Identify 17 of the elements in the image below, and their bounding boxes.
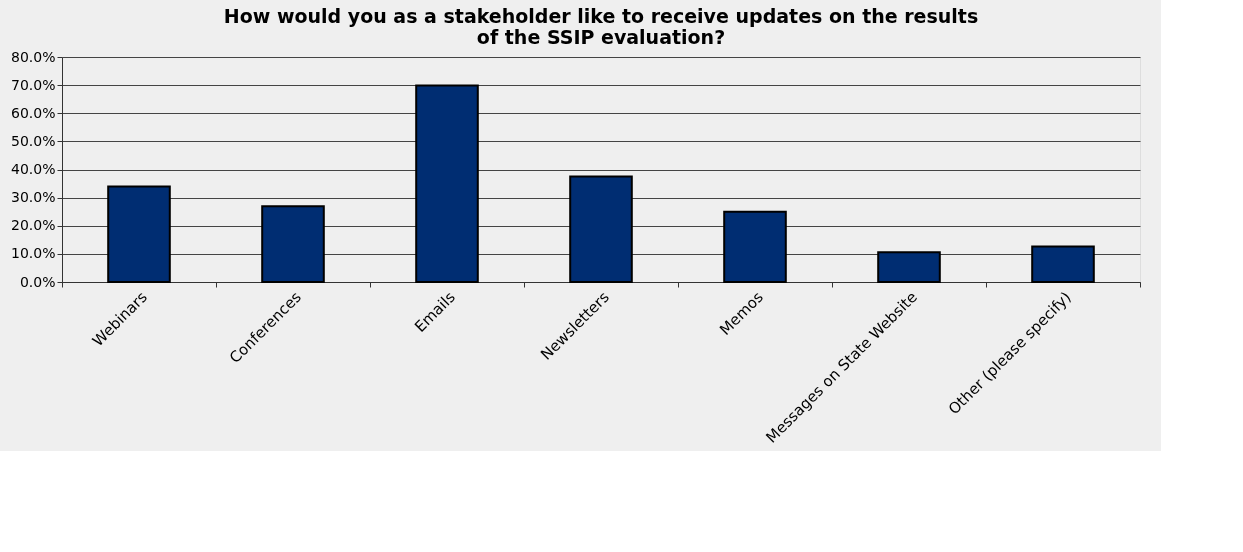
y-tick-label: 80.0%: [11, 48, 56, 65]
bar: [261, 205, 325, 283]
y-tick-label: 30.0%: [11, 189, 56, 206]
y-tick-label: 10.0%: [11, 245, 56, 262]
y-tick-label: 0.0%: [19, 273, 56, 290]
bar: [569, 175, 633, 283]
bar: [1031, 245, 1095, 283]
bar: [415, 84, 479, 283]
chart-title: How would you as a stakeholder like to receive updates on the results of the SSIP evaluation?: [223, 5, 979, 48]
bar: [107, 185, 171, 283]
bar: [877, 251, 941, 283]
bar: [723, 210, 787, 283]
y-tick-label: 60.0%: [11, 104, 56, 121]
y-tick-label: 50.0%: [11, 132, 56, 149]
y-tick-label: 40.0%: [11, 161, 56, 177]
y-tick-label: 70.0%: [11, 76, 56, 93]
y-tick-label: 20.0%: [11, 217, 56, 234]
